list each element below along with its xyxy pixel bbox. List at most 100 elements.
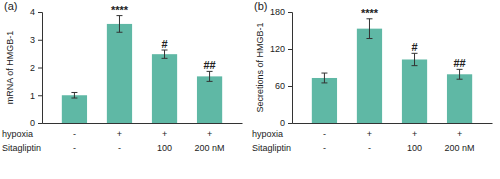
condition-value: - xyxy=(73,143,76,153)
y-tick-label: 180 xyxy=(270,7,285,17)
error-stem xyxy=(209,71,210,81)
condition-label: hypoxia xyxy=(2,129,33,139)
marks xyxy=(62,16,222,123)
y-tick-label: 60 xyxy=(275,81,285,91)
condition-value: + xyxy=(117,129,122,139)
panel: 01234****###hypoxia-+++Sitagliptin--1002… xyxy=(2,0,243,153)
significance: # xyxy=(161,38,167,50)
condition-value: - xyxy=(323,129,326,139)
condition-label: Sitagliptin xyxy=(2,143,41,153)
condition-value: - xyxy=(323,143,326,153)
bar xyxy=(62,95,87,123)
y-tick-mark xyxy=(38,95,42,96)
condition-value: + xyxy=(412,129,417,139)
y-tick: 120 xyxy=(270,44,292,54)
y-axis: 0 1 2 3 4 xyxy=(30,7,43,128)
error-cap xyxy=(71,92,77,93)
condition-value: 200 nM xyxy=(195,143,225,153)
error-cap xyxy=(71,98,77,99)
y-tick: 180 xyxy=(270,7,292,17)
bar xyxy=(152,54,177,123)
condition-value: 200 nM xyxy=(445,143,475,153)
error-stem xyxy=(414,53,415,65)
significance: ## xyxy=(453,57,465,69)
significance: **** xyxy=(361,7,379,19)
y-axis-title: mRNA of HMGB-1 xyxy=(5,31,15,105)
y-tick-mark xyxy=(38,12,42,13)
bar xyxy=(107,24,132,123)
y-tick-label: 1 xyxy=(30,91,35,101)
y-tick-label: 3 xyxy=(30,35,35,45)
error-bar xyxy=(71,92,77,98)
condition-value: - xyxy=(118,143,121,153)
error-stem xyxy=(74,92,75,98)
bar xyxy=(312,78,337,123)
error-bar xyxy=(116,16,122,33)
condition-value: - xyxy=(73,129,76,139)
condition-value: 100 xyxy=(407,143,422,153)
figure: 01234****###hypoxia-+++Sitagliptin--1002… xyxy=(0,0,500,179)
error-cap xyxy=(162,58,168,59)
y-tick: 2 xyxy=(30,63,42,73)
error-bar xyxy=(366,19,372,39)
y-tick-mark xyxy=(38,123,42,124)
condition-value: + xyxy=(457,129,462,139)
condition-value: + xyxy=(162,129,167,139)
y-tick-mark xyxy=(38,40,42,41)
y-axis-line xyxy=(38,13,43,124)
y-tick-label: 2 xyxy=(30,63,35,73)
condition-value: 100 xyxy=(157,143,172,153)
y-tick: 0 xyxy=(30,118,42,128)
y-tick-label: 120 xyxy=(270,44,285,54)
condition-label: hypoxia xyxy=(252,129,283,139)
y-tick-mark xyxy=(288,86,292,87)
x-axis xyxy=(43,123,243,125)
marks xyxy=(312,19,472,123)
condition-label: Sitagliptin xyxy=(252,143,291,153)
y-tick: 0 xyxy=(280,118,292,128)
x-axis-line xyxy=(43,123,243,124)
bar xyxy=(197,76,222,123)
error-cap xyxy=(366,38,372,39)
error-stem xyxy=(369,19,370,39)
error-cap xyxy=(412,65,418,66)
error-cap xyxy=(321,73,327,74)
error-bar xyxy=(412,53,418,65)
y-tick: 3 xyxy=(30,35,42,45)
condition-value: - xyxy=(368,143,371,153)
error-cap xyxy=(457,79,463,80)
y-tick-label: 0 xyxy=(30,118,35,128)
error-bar xyxy=(457,69,463,79)
error-stem xyxy=(119,16,120,33)
error-cap xyxy=(321,82,327,83)
y-tick: 4 xyxy=(30,7,42,17)
plot: 060120180****###hypoxia-+++Sitagliptin--… xyxy=(252,7,493,153)
error-stem xyxy=(324,73,325,83)
y-tick: 1 xyxy=(30,91,42,101)
panel: 060120180****###hypoxia-+++Sitagliptin--… xyxy=(252,0,493,153)
plot: 01234****###hypoxia-+++Sitagliptin--1002… xyxy=(2,4,243,153)
y-tick-label: 4 xyxy=(30,7,35,17)
error-bar xyxy=(162,50,168,58)
y-tick-mark xyxy=(288,49,292,50)
y-axis: 0 60 120 180 xyxy=(270,7,293,128)
y-axis-line xyxy=(288,13,293,124)
error-cap xyxy=(116,32,122,33)
y-tick: 60 xyxy=(275,81,292,91)
panel-label: (a) xyxy=(4,0,17,12)
significance: **** xyxy=(111,4,129,16)
condition-value: + xyxy=(207,129,212,139)
x-axis-line xyxy=(293,123,493,124)
error-bar xyxy=(321,73,327,83)
significance: ## xyxy=(203,59,215,71)
error-stem xyxy=(164,50,165,58)
error-bar xyxy=(207,71,213,81)
bar xyxy=(402,59,427,123)
error-cap xyxy=(207,81,213,82)
x-axis xyxy=(293,123,493,125)
y-axis-title: Secretions of HMGB-1 xyxy=(255,22,265,112)
bar xyxy=(447,74,472,123)
y-tick-mark xyxy=(288,12,292,13)
y-tick-label: 0 xyxy=(280,118,285,128)
condition-value: + xyxy=(367,129,372,139)
